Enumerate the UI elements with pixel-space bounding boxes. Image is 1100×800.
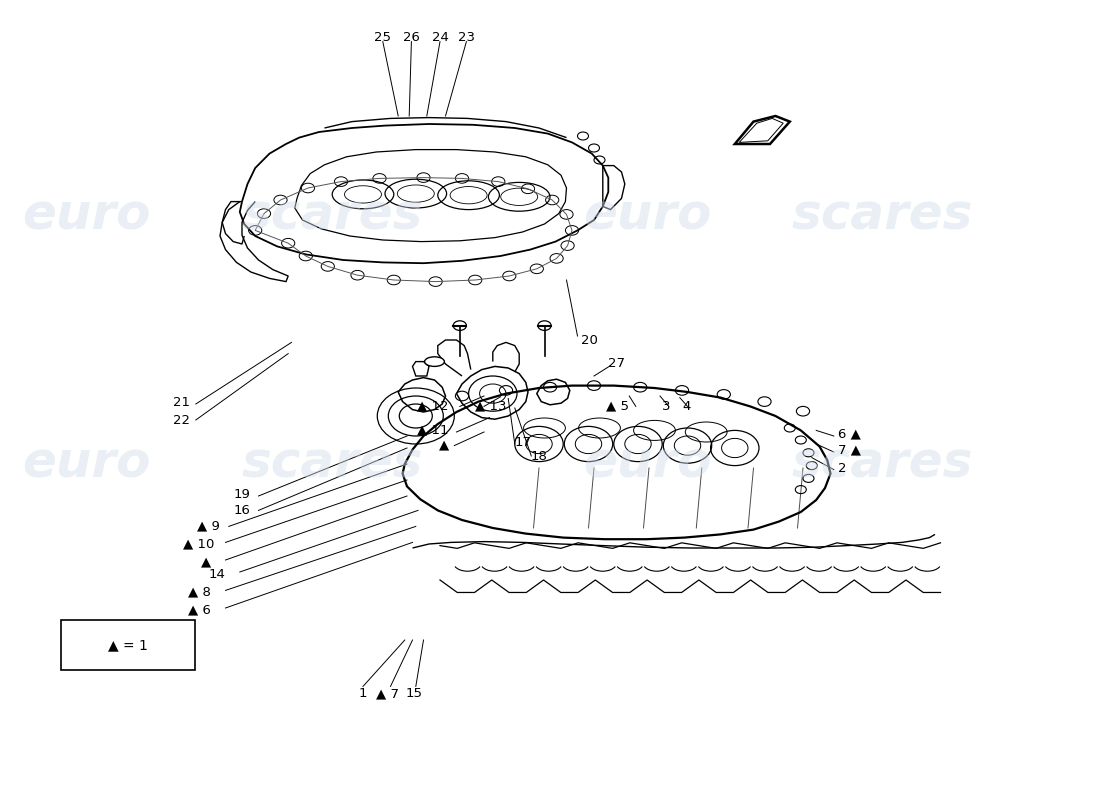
Text: ▲ 7: ▲ 7 xyxy=(376,687,398,700)
Text: euro: euro xyxy=(22,192,151,240)
Text: 14: 14 xyxy=(209,568,226,581)
Text: 17: 17 xyxy=(515,436,531,449)
Text: 27: 27 xyxy=(608,358,625,370)
Text: ▲ 6: ▲ 6 xyxy=(188,603,211,616)
Text: 23: 23 xyxy=(458,31,475,44)
Text: scares: scares xyxy=(242,440,424,488)
Text: ▲: ▲ xyxy=(439,438,449,451)
Text: 7 ▲: 7 ▲ xyxy=(838,444,861,457)
Text: euro: euro xyxy=(22,440,151,488)
Text: euro: euro xyxy=(583,192,712,240)
Text: 2: 2 xyxy=(838,462,847,474)
Text: 4: 4 xyxy=(682,400,691,413)
Text: ▲ 13: ▲ 13 xyxy=(475,400,507,413)
Text: ▲ 8: ▲ 8 xyxy=(188,586,211,598)
Text: 22: 22 xyxy=(174,414,190,426)
Text: ▲ 11: ▲ 11 xyxy=(417,424,449,437)
Text: ▲ 9: ▲ 9 xyxy=(197,520,220,533)
Text: 6 ▲: 6 ▲ xyxy=(838,427,861,440)
Text: ▲ = 1: ▲ = 1 xyxy=(108,638,147,652)
Text: 20: 20 xyxy=(581,334,597,346)
Text: 16: 16 xyxy=(234,504,251,517)
Text: ▲ 12: ▲ 12 xyxy=(417,400,449,413)
Text: ▲ 5: ▲ 5 xyxy=(606,400,629,413)
Text: 18: 18 xyxy=(530,450,547,462)
Text: 1: 1 xyxy=(359,687,367,700)
Text: scares: scares xyxy=(792,440,974,488)
Ellipse shape xyxy=(425,357,444,366)
Text: 26: 26 xyxy=(403,31,420,44)
Text: 19: 19 xyxy=(234,488,251,501)
Text: 24: 24 xyxy=(431,31,449,44)
FancyBboxPatch shape xyxy=(60,620,195,670)
Text: scares: scares xyxy=(792,192,974,240)
Text: euro: euro xyxy=(583,440,712,488)
Text: 15: 15 xyxy=(405,687,422,700)
Text: 3: 3 xyxy=(662,400,671,413)
Text: scares: scares xyxy=(242,192,424,240)
Text: ▲ 10: ▲ 10 xyxy=(183,538,215,550)
Text: 21: 21 xyxy=(174,396,190,409)
Text: ▲: ▲ xyxy=(201,555,211,568)
Text: 25: 25 xyxy=(374,31,392,44)
